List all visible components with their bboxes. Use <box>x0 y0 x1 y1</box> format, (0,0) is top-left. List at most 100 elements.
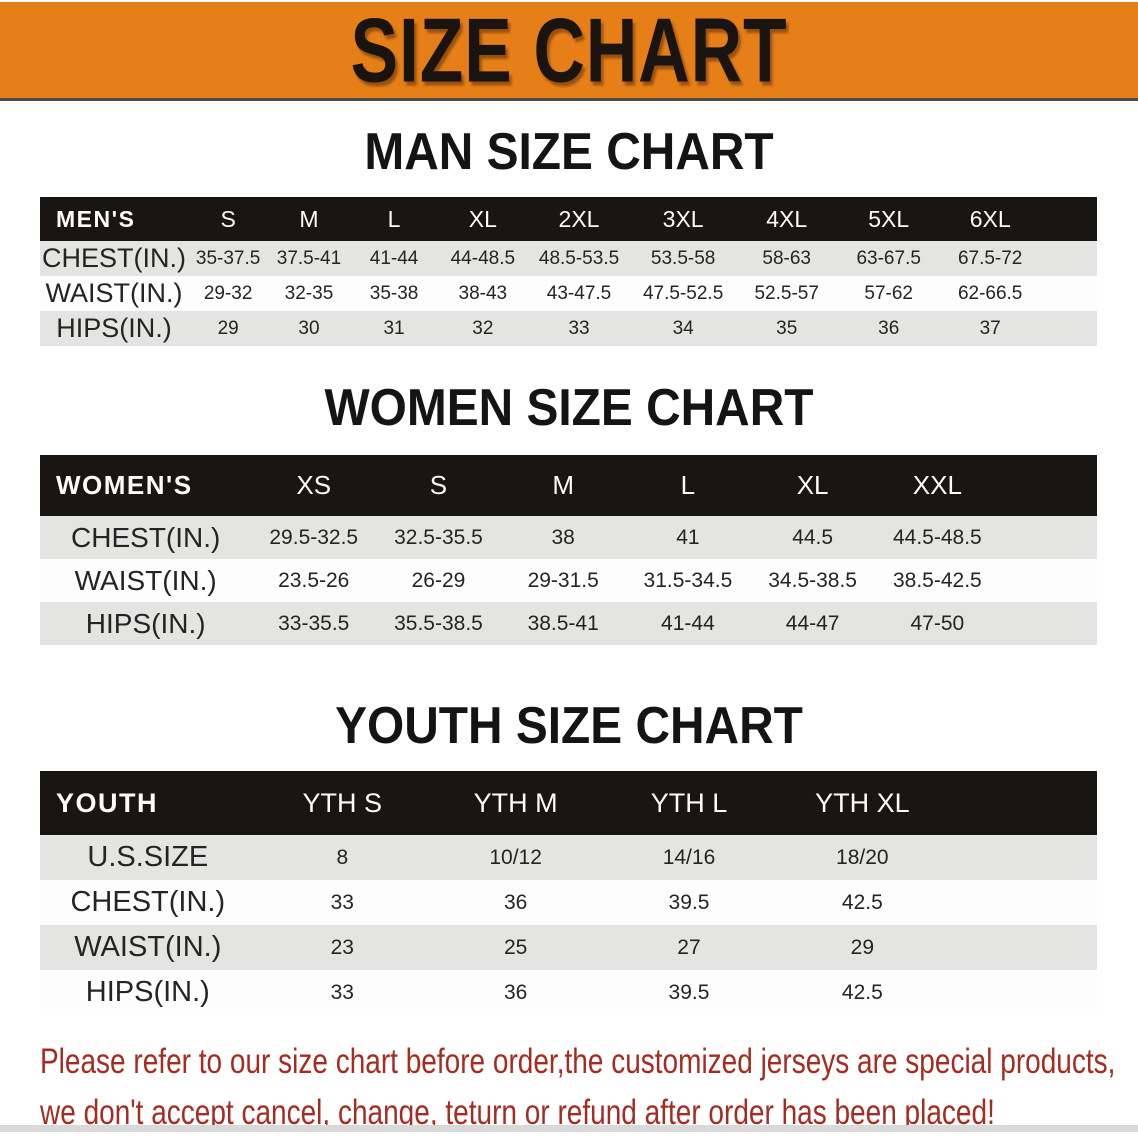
men-header-row: MEN'S S M L XL 2XL 3XL 4XL 5XL 6XL <box>40 197 1097 241</box>
table-row: CHEST(IN.) 35-37.5 37.5-41 41-44 44-48.5… <box>40 241 1097 276</box>
row-label: WAIST(IN.) <box>40 276 188 311</box>
column-header: S <box>376 455 501 516</box>
column-header: 2XL <box>527 197 631 241</box>
column-header-filler <box>1040 197 1097 241</box>
bottom-strip <box>0 1125 1138 1132</box>
row-label: CHEST(IN.) <box>40 241 188 276</box>
table-row: HIPS(IN.) 29 30 31 32 33 34 35 36 37 <box>40 311 1097 346</box>
size-cell: 29.5-32.5 <box>251 516 377 559</box>
size-cell: 63-67.5 <box>837 241 940 276</box>
size-cell: 32 <box>438 311 528 346</box>
size-cell: 35.5-38.5 <box>376 602 501 645</box>
column-header: YTH L <box>602 771 776 835</box>
table-row: CHEST(IN.) 33 36 39.5 42.5 <box>40 880 1097 925</box>
size-cell: 38.5-42.5 <box>874 559 1000 602</box>
table-row: HIPS(IN.) 33-35.5 35.5-38.5 38.5-41 41-4… <box>40 602 1097 645</box>
size-cell: 47-50 <box>874 602 1000 645</box>
size-cell: 25 <box>428 925 603 970</box>
size-cell: 32-35 <box>268 276 350 311</box>
size-cell: 8 <box>255 835 429 880</box>
column-header: M <box>268 197 350 241</box>
size-cell-filler <box>999 516 1097 559</box>
row-label: HIPS(IN.) <box>40 602 252 645</box>
men-size-table: MEN'S S M L XL 2XL 3XL 4XL 5XL 6XL CHEST… <box>40 197 1097 346</box>
size-cell-filler <box>999 602 1097 645</box>
table-title: MEN'S <box>40 197 188 241</box>
women-header-row: WOMEN'S XS S M L XL XXL <box>40 455 1097 516</box>
column-header: 3XL <box>630 197 736 241</box>
size-cell: 57-62 <box>837 276 940 311</box>
youth-section-heading: YOUTH SIZE CHART <box>335 697 803 755</box>
table-title: WOMEN'S <box>40 455 252 516</box>
size-cell: 58-63 <box>735 241 838 276</box>
size-cell: 14/16 <box>602 835 776 880</box>
size-cell: 33-35.5 <box>251 602 377 645</box>
size-cell: 38 <box>500 516 626 559</box>
size-cell: 42.5 <box>775 970 949 1015</box>
footer-line-1: Please refer to our size chart before or… <box>40 1042 1116 1081</box>
size-cell: 43-47.5 <box>527 276 631 311</box>
size-cell-filler <box>999 559 1097 602</box>
size-cell: 33 <box>255 880 429 925</box>
size-cell: 36 <box>837 311 940 346</box>
column-header: M <box>500 455 626 516</box>
size-cell: 38.5-41 <box>500 602 626 645</box>
size-cell: 34 <box>630 311 736 346</box>
column-header: S <box>187 197 269 241</box>
size-cell: 23 <box>255 925 429 970</box>
size-cell: 27 <box>602 925 776 970</box>
size-cell: 39.5 <box>602 970 776 1015</box>
size-cell: 37.5-41 <box>268 241 350 276</box>
size-cell: 48.5-53.5 <box>527 241 631 276</box>
column-header: XL <box>438 197 528 241</box>
size-cell-filler <box>949 970 1097 1015</box>
size-cell: 53.5-58 <box>630 241 736 276</box>
table-row: CHEST(IN.) 29.5-32.5 32.5-35.5 38 41 44.… <box>40 516 1097 559</box>
size-cell: 36 <box>428 970 603 1015</box>
size-cell-filler <box>949 835 1097 880</box>
size-cell: 23.5-26 <box>251 559 377 602</box>
size-cell: 35-38 <box>349 276 439 311</box>
table-row: HIPS(IN.) 33 36 39.5 42.5 <box>40 970 1097 1015</box>
row-label: HIPS(IN.) <box>40 970 256 1015</box>
size-cell: 35 <box>735 311 838 346</box>
table-row: WAIST(IN.) 29-32 32-35 35-38 38-43 43-47… <box>40 276 1097 311</box>
size-cell: 47.5-52.5 <box>630 276 736 311</box>
size-cell: 29-32 <box>187 276 269 311</box>
size-cell: 35-37.5 <box>187 241 269 276</box>
size-cell: 41-44 <box>349 241 439 276</box>
column-header: XXL <box>874 455 1000 516</box>
size-cell: 67.5-72 <box>939 241 1041 276</box>
size-cell: 37 <box>939 311 1041 346</box>
table-title: YOUTH <box>40 771 256 835</box>
size-cell: 38-43 <box>438 276 528 311</box>
size-cell-filler <box>949 925 1097 970</box>
size-cell: 44-48.5 <box>438 241 528 276</box>
row-label: WAIST(IN.) <box>40 559 252 602</box>
column-header: YTH M <box>428 771 603 835</box>
column-header: L <box>625 455 751 516</box>
column-header: YTH S <box>255 771 429 835</box>
size-cell: 33 <box>255 970 429 1015</box>
size-cell: 29-31.5 <box>500 559 626 602</box>
size-cell: 32.5-35.5 <box>376 516 501 559</box>
table-row: WAIST(IN.) 23.5-26 26-29 29-31.5 31.5-34… <box>40 559 1097 602</box>
size-cell: 42.5 <box>775 880 949 925</box>
women-size-table: WOMEN'S XS S M L XL XXL CHEST(IN.) 29.5-… <box>40 455 1097 645</box>
size-cell: 10/12 <box>428 835 603 880</box>
column-header: XS <box>251 455 377 516</box>
size-cell: 31.5-34.5 <box>625 559 751 602</box>
size-cell-filler <box>1040 311 1097 346</box>
size-cell: 36 <box>428 880 603 925</box>
size-cell: 18/20 <box>775 835 949 880</box>
banner-title: SIZE CHART <box>350 0 788 101</box>
size-chart-banner: SIZE CHART <box>0 2 1138 101</box>
table-row: WAIST(IN.) 23 25 27 29 <box>40 925 1097 970</box>
size-cell: 31 <box>349 311 439 346</box>
size-cell: 62-66.5 <box>939 276 1041 311</box>
size-cell: 34.5-38.5 <box>750 559 875 602</box>
column-header: XL <box>750 455 875 516</box>
table-row: U.S.SIZE 8 10/12 14/16 18/20 <box>40 835 1097 880</box>
row-label: CHEST(IN.) <box>40 880 256 925</box>
column-header: 5XL <box>837 197 940 241</box>
